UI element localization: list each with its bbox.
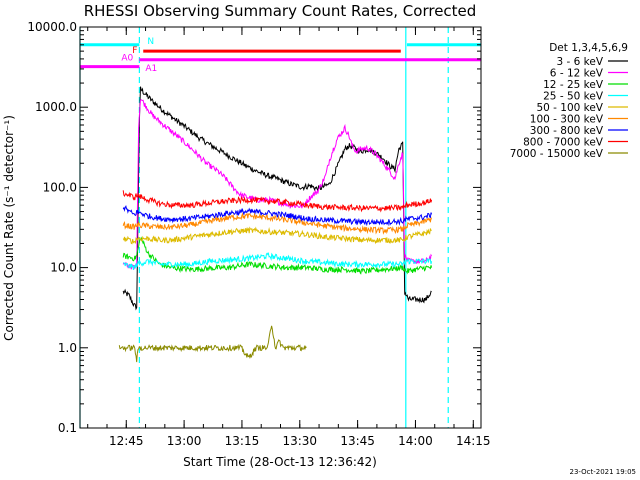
legend-label-2: 12 - 25 keV — [543, 79, 604, 91]
series-line-8 — [118, 325, 307, 363]
x-tick-label-1: 13:00 — [167, 434, 202, 448]
legend-label-3: 25 - 50 keV — [543, 91, 604, 103]
flag-label-2: A0 — [121, 54, 133, 64]
x-tick-label-4: 13:45 — [340, 434, 375, 448]
series-line-0 — [122, 86, 432, 311]
legend-label-0: 3 - 6 keV — [556, 56, 603, 68]
series-line-3 — [123, 251, 433, 271]
y-tick-label-5: 0.1 — [58, 421, 77, 435]
series-line-7 — [122, 190, 433, 213]
y-axis-label: Corrected Count Rate (s⁻¹ detector⁻¹) — [2, 115, 16, 341]
footer-timestamp: 23-Oct-2021 19:05 — [570, 468, 636, 476]
x-axis-label: Start Time (28-Oct-13 12:36:42) — [183, 455, 377, 469]
legend-label-1: 6 - 12 keV — [550, 68, 604, 80]
y-tick-label-0: 10000.0 — [27, 20, 77, 34]
legend-label-6: 300 - 800 keV — [530, 125, 604, 137]
x-tick-label-2: 13:15 — [225, 434, 260, 448]
y-tick-label-3: 10.0 — [50, 261, 77, 275]
y-tick-label-2: 100.0 — [43, 180, 77, 194]
series-line-1 — [122, 99, 433, 270]
x-tick-label-5: 14:00 — [398, 434, 433, 448]
x-axis: 12:45 13:00 13:15 13:30 13:45 14:00 14:15 — [87, 27, 491, 448]
y-tick-label-4: 1.0 — [58, 341, 77, 355]
series-line-4 — [122, 226, 432, 245]
flag-label-1: F — [132, 46, 137, 56]
flag-label-3: A1 — [145, 64, 157, 74]
x-tick-label-6: 14:15 — [456, 434, 491, 448]
flag-label-0: N — [147, 37, 154, 47]
y-axis: 10000.0 1000.0 100.0 10.0 1.0 0.1 — [27, 20, 481, 435]
legend-label-8: 7000 - 15000 keV — [510, 148, 604, 160]
x-tick-label-0: 12:45 — [109, 434, 144, 448]
chart-title: RHESSI Observing Summary Count Rates, Co… — [84, 2, 477, 20]
series-line-6 — [122, 204, 433, 227]
x-tick-label-3: 13:30 — [282, 434, 317, 448]
legend-title: Det 1,3,4,5,6,9 — [549, 42, 628, 54]
y-tick-label-1: 1000.0 — [35, 100, 77, 114]
legend-label-4: 50 - 100 keV — [536, 102, 603, 114]
legend-label-7: 800 - 7000 keV — [523, 137, 604, 149]
series-line-2 — [122, 236, 433, 275]
legend-label-5: 100 - 300 keV — [530, 114, 604, 126]
